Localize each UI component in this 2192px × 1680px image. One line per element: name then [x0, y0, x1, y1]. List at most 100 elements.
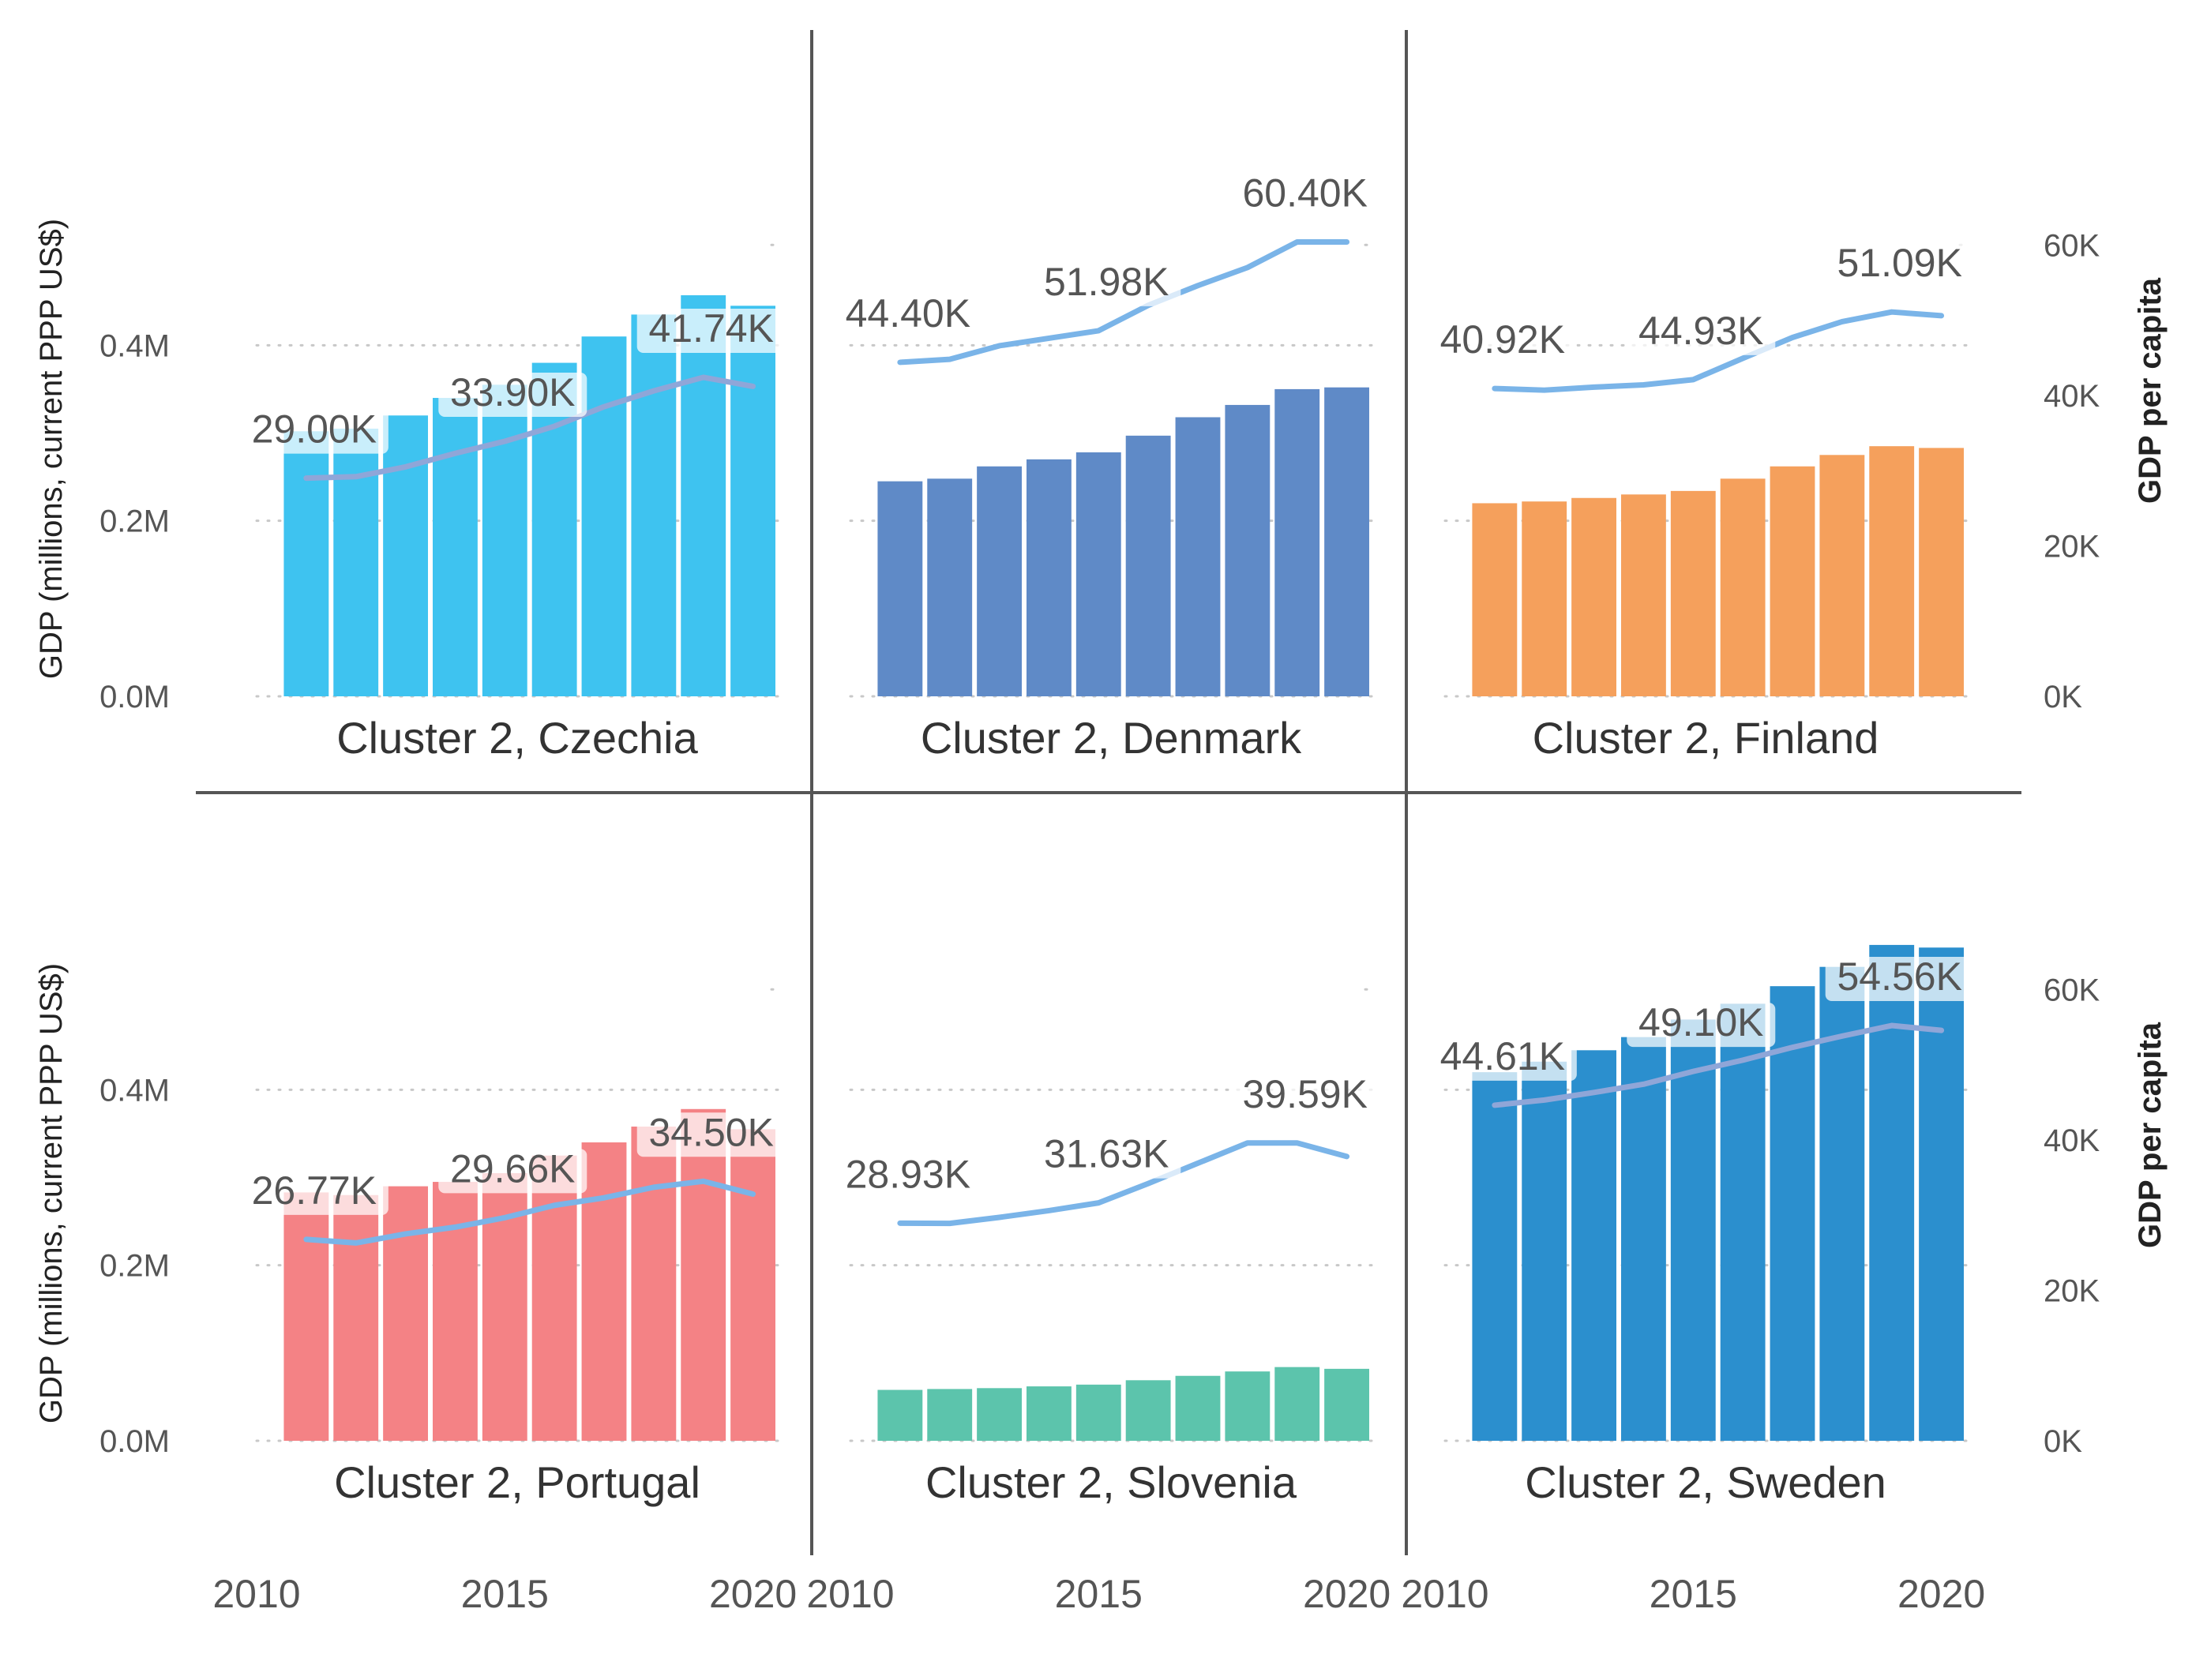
y-tick-label-right: 40K	[2044, 379, 2100, 414]
data-label: 54.56K	[1837, 954, 1961, 999]
bar	[1522, 501, 1567, 696]
y-tick-label-right: 20K	[2044, 529, 2100, 564]
bar	[1027, 1386, 1072, 1441]
bar	[877, 1389, 923, 1441]
bar	[681, 1108, 726, 1441]
data-label-background	[1230, 1074, 1379, 1119]
y-axis-title-right: GDP per capita	[2133, 277, 2168, 504]
data-label-background	[1428, 1036, 1577, 1081]
data-label: 51.09K	[1837, 241, 1961, 285]
bar	[1225, 1371, 1271, 1441]
panel-cluster-2-slovenia: 28.93K 31.63K 39.59K Cluster 2, Slovenia	[833, 988, 1379, 1507]
y-axis-title-left: GDP (millions, current PPP US$)	[34, 963, 69, 1423]
bar	[1670, 490, 1716, 696]
data-label-background	[1032, 1134, 1181, 1179]
panel-cluster-2-finland: 40.92K 44.93K 51.09K Cluster 2, Finland	[1428, 241, 1974, 763]
y-tick-label-right: 0K	[2044, 680, 2082, 714]
bar	[1274, 388, 1320, 696]
bar	[730, 306, 775, 696]
x-tick-label: 2010	[212, 1572, 300, 1616]
data-label-background	[1825, 957, 1974, 1002]
gdp-per-capita-line	[303, 374, 756, 482]
x-tick-label: 2010	[1401, 1572, 1488, 1616]
data-label-background	[239, 409, 388, 454]
bar	[1869, 446, 1915, 696]
data-label: 26.77K	[252, 1168, 377, 1213]
bar	[730, 1129, 775, 1441]
data-label-background	[833, 1154, 982, 1199]
bar	[1770, 466, 1815, 696]
panel-cluster-2-czechia: 29.00K 33.90K 41.74K Cluster 2, Czechia	[239, 243, 786, 763]
y-tick-label-left: 0.2M	[99, 1249, 170, 1284]
bar	[433, 1182, 478, 1441]
data-label: 28.93K	[846, 1152, 970, 1196]
data-label-background	[833, 293, 982, 338]
bar	[283, 1192, 329, 1441]
bar	[333, 428, 379, 696]
y-tick-label-left: 0.0M	[99, 680, 170, 714]
data-label-background	[636, 308, 786, 353]
bar	[1324, 1368, 1369, 1441]
x-tick-label: 2010	[806, 1572, 894, 1616]
data-label: 33.90K	[450, 370, 575, 414]
bar	[1472, 1072, 1518, 1441]
bar	[1720, 1003, 1766, 1441]
y-tick-label-right: 20K	[2044, 1273, 2100, 1308]
bar	[482, 384, 527, 696]
data-label-background	[1627, 1003, 1776, 1048]
data-label: 51.98K	[1044, 260, 1169, 304]
panel-cluster-2-portugal: 26.77K 29.66K 34.50K Cluster 2, Portugal	[239, 988, 786, 1507]
gdp-per-capita-line	[303, 1178, 756, 1246]
data-label: 40.92K	[1440, 317, 1565, 362]
data-label: 29.00K	[252, 407, 377, 452]
bar	[877, 481, 923, 696]
y-axis-title-right: GDP per capita	[2133, 1022, 2168, 1248]
bar	[1571, 1050, 1616, 1441]
y-tick-label-right: 60K	[2044, 973, 2100, 1007]
bar	[333, 1194, 379, 1441]
bar	[1919, 448, 1964, 696]
bar	[531, 1155, 577, 1441]
x-tick-label: 2020	[1303, 1572, 1391, 1616]
data-label: 34.50K	[648, 1110, 773, 1154]
bar	[631, 314, 677, 696]
bar	[1670, 1019, 1716, 1441]
y-tick-label-left: 0.4M	[99, 328, 170, 363]
bar	[1621, 1037, 1666, 1441]
panel-title: Cluster 2, Denmark	[921, 713, 1302, 763]
bar	[1819, 966, 1865, 1441]
data-label-background	[239, 1170, 388, 1215]
panel-cluster-2-denmark: 44.40K 51.98K 60.40K Cluster 2, Denmark	[833, 171, 1379, 763]
panel-title: Cluster 2, Slovenia	[925, 1457, 1297, 1507]
panel-title: Cluster 2, Portugal	[334, 1457, 700, 1507]
x-tick-label: 2015	[1650, 1572, 1737, 1616]
bar	[383, 415, 428, 696]
data-label-background	[636, 1112, 786, 1157]
bar	[383, 1186, 428, 1441]
y-tick-label-right: 60K	[2044, 228, 2100, 263]
x-tick-label: 2015	[1055, 1572, 1143, 1616]
bar	[1225, 404, 1271, 696]
data-label-background	[438, 1149, 587, 1194]
bar	[1274, 1367, 1320, 1441]
data-label: 60.40K	[1242, 171, 1367, 215]
bar	[581, 336, 627, 696]
gdp-per-capita-line	[897, 238, 1350, 366]
panel-title: Cluster 2, Sweden	[1525, 1457, 1886, 1507]
bar	[977, 1388, 1022, 1441]
y-tick-label-left: 0.0M	[99, 1424, 170, 1459]
gdp-per-capita-line	[1492, 1022, 1945, 1108]
bar	[1522, 1061, 1567, 1441]
y-axis-title-left: GDP (millions, current PPP US$)	[34, 219, 69, 679]
bar	[1869, 944, 1915, 1441]
bar	[1075, 452, 1121, 696]
x-tick-label: 2020	[709, 1572, 797, 1616]
bar	[681, 294, 726, 696]
bar	[433, 398, 478, 696]
bar	[1175, 1375, 1221, 1441]
gdp-per-capita-line	[897, 1140, 1350, 1227]
bar	[631, 1127, 677, 1441]
data-label-background	[1428, 320, 1577, 365]
data-label-background	[1825, 243, 1974, 288]
bar	[1621, 494, 1666, 696]
